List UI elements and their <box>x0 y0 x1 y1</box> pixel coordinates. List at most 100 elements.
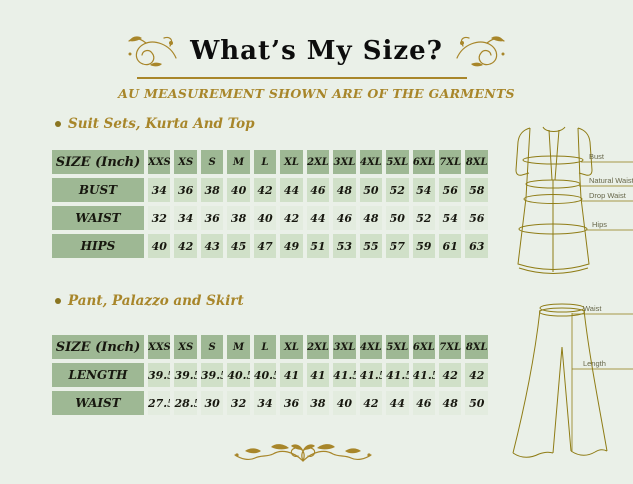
measurement-value-cell: 58 <box>465 178 488 202</box>
table-row: WAIST 32 34 36 38 40 42 44 46 48 50 52 54 56 <box>52 206 488 230</box>
measurement-value-cell: 50 <box>465 391 488 415</box>
measurement-value-cell: 63 <box>465 234 488 258</box>
measurement-value-cell: 40.5 <box>253 363 277 387</box>
bullet-icon <box>55 298 61 304</box>
size-column-header: 7XL <box>438 335 462 359</box>
measurement-value-cell: 40 <box>253 206 277 230</box>
size-column-header: 5XL <box>386 150 409 174</box>
measurement-value-cell: 56 <box>438 178 462 202</box>
measurement-value-cell: 38 <box>227 206 250 230</box>
size-column-header: 4XL <box>359 150 383 174</box>
size-column-header: S <box>200 335 224 359</box>
measurement-value-cell: 44 <box>306 206 330 230</box>
measurement-value-cell: 59 <box>412 234 435 258</box>
flourish-left-icon <box>128 36 177 67</box>
measurement-value-cell: 51 <box>306 234 330 258</box>
measurement-value-cell: 38 <box>200 178 224 202</box>
measurement-value-cell: 52 <box>412 206 435 230</box>
size-column-header: L <box>253 335 277 359</box>
measurement-value-cell: 42 <box>253 178 277 202</box>
pants-measurement-diagram: Waist Length <box>512 303 633 458</box>
measurement-value-cell: 41.5 <box>333 363 356 387</box>
size-column-header: 3XL <box>333 150 356 174</box>
measurement-value-cell: 39.5 <box>174 363 197 387</box>
kurta-hips-label: Hips <box>592 220 607 229</box>
measurement-value-cell: 41 <box>306 363 330 387</box>
measurement-value-cell: 36 <box>174 178 197 202</box>
title-underline <box>137 77 467 79</box>
measurement-value-cell: 56 <box>465 206 488 230</box>
measurement-value-cell: 48 <box>333 178 356 202</box>
measurement-value-cell: 54 <box>412 178 435 202</box>
measurement-value-cell: 42 <box>465 363 488 387</box>
measurement-value-cell: 41.5 <box>359 363 383 387</box>
measurement-value-cell: 53 <box>333 234 356 258</box>
measurement-row-label: HIPS <box>52 234 144 258</box>
measurement-value-cell: 40.5 <box>227 363 250 387</box>
size-column-header: 8XL <box>465 335 488 359</box>
flourish-right-icon <box>456 36 505 67</box>
size-column-header: M <box>227 150 250 174</box>
size-column-header: XS <box>174 150 197 174</box>
measurement-value-cell: 50 <box>359 178 383 202</box>
size-column-header: 8XL <box>465 150 488 174</box>
section-heading-suit-sets: Suit Sets, Kurta And Top <box>55 116 255 132</box>
measurement-value-cell: 39.5 <box>148 363 171 387</box>
measurement-value-cell: 52 <box>386 178 409 202</box>
page-title: What’s My Size? <box>190 36 443 66</box>
size-column-header: 4XL <box>359 335 383 359</box>
measurement-value-cell: 42 <box>280 206 303 230</box>
measurement-value-cell: 55 <box>359 234 383 258</box>
measurement-row-label: WAIST <box>52 391 144 415</box>
kurta-bust-label: Bust <box>589 152 605 161</box>
kurta-measurement-diagram: Bust Natural Waist Drop Waist Hips <box>515 126 633 274</box>
measurement-row-label: BUST <box>52 178 144 202</box>
measurement-value-cell: 36 <box>280 391 303 415</box>
size-column-header: 6XL <box>412 150 435 174</box>
measurement-value-cell: 48 <box>359 206 383 230</box>
section-heading-label: Suit Sets, Kurta And Top <box>68 116 255 132</box>
measurement-value-cell: 49 <box>280 234 303 258</box>
header: What’s My Size? <box>0 34 633 68</box>
size-column-header: 5XL <box>386 335 409 359</box>
size-column-header: XXS <box>148 335 171 359</box>
measurement-value-cell: 40 <box>333 391 356 415</box>
measurement-value-cell: 61 <box>438 234 462 258</box>
measurement-value-cell: 44 <box>280 178 303 202</box>
measurement-value-cell: 41 <box>280 363 303 387</box>
bottom-flourish-icon <box>234 444 372 462</box>
pant-palazzo-size-table: SIZE (Inch) XXS XS S M L XL 2XL 3XL 4XL 5XL 6XL 7XL 8… <box>48 331 492 419</box>
bullet-icon <box>55 121 61 127</box>
size-column-header: 6XL <box>412 335 435 359</box>
measurement-value-cell: 47 <box>253 234 277 258</box>
size-column-header: XXS <box>148 150 171 174</box>
size-column-header: 3XL <box>333 335 356 359</box>
table-row: HIPS 40 42 43 45 47 49 51 53 55 57 59 61 63 <box>52 234 488 258</box>
measurement-value-cell: 50 <box>386 206 409 230</box>
measurement-value-cell: 42 <box>359 391 383 415</box>
size-column-header: 2XL <box>306 335 330 359</box>
measurement-value-cell: 45 <box>227 234 250 258</box>
measurement-value-cell: 36 <box>200 206 224 230</box>
measurement-value-cell: 34 <box>253 391 277 415</box>
subtitle: AU MEASUREMENT SHOWN ARE OF THE GARMENTS <box>118 86 515 101</box>
size-column-header: M <box>227 335 250 359</box>
measurement-value-cell: 48 <box>438 391 462 415</box>
measurement-value-cell: 46 <box>306 178 330 202</box>
measurement-value-cell: 57 <box>386 234 409 258</box>
measurement-value-cell: 46 <box>412 391 435 415</box>
measurement-value-cell: 44 <box>386 391 409 415</box>
measurement-value-cell: 46 <box>333 206 356 230</box>
size-column-header: L <box>253 150 277 174</box>
measurement-value-cell: 34 <box>148 178 171 202</box>
measurement-value-cell: 42 <box>174 234 197 258</box>
measurement-value-cell: 40 <box>148 234 171 258</box>
table-corner-cell: SIZE (Inch) <box>52 150 144 174</box>
measurement-value-cell: 41.5 <box>386 363 409 387</box>
size-column-header: XS <box>174 335 197 359</box>
measurement-value-cell: 30 <box>200 391 224 415</box>
size-column-header: S <box>200 150 224 174</box>
section-heading-pant-palazzo: Pant, Palazzo and Skirt <box>55 293 244 309</box>
